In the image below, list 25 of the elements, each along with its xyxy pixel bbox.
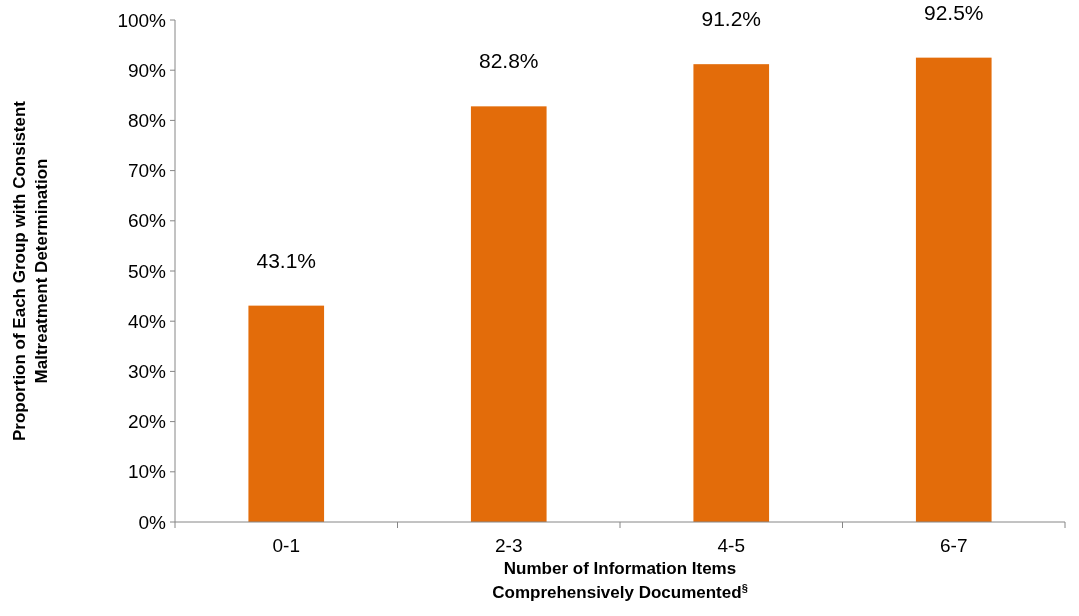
y-tick-label: 30% — [127, 361, 167, 383]
y-tick-label: 40% — [127, 310, 167, 332]
data-label: 43.1% — [256, 248, 317, 272]
y-tick-label: 0% — [138, 511, 167, 533]
y-tick-label: 90% — [127, 59, 167, 81]
bar — [693, 64, 770, 522]
x-axis-title: Number of Information Items Comprehensively Documented$^{§}$ — [492, 559, 748, 602]
y-tick-label: 80% — [127, 110, 167, 132]
x-tick-label: 2-3 — [495, 535, 523, 556]
data-label: 92.5% — [923, 0, 984, 24]
bar — [248, 305, 325, 522]
y-axis-title: Proportion of Each Group with Consistent Maltreatment Determination — [10, 100, 51, 441]
x-tick-label: 6-7 — [940, 535, 968, 556]
y-tick-label: 20% — [127, 411, 167, 433]
y-tick-label: 50% — [127, 260, 167, 282]
bar — [470, 106, 547, 522]
x-tick-label: 0-1 — [272, 535, 300, 556]
y-tick-label: 10% — [127, 461, 167, 483]
y-tick-label: 60% — [127, 210, 167, 232]
y-tick-label: 70% — [127, 160, 167, 182]
data-label: 91.2% — [701, 7, 762, 31]
y-tick-label: 100% — [117, 9, 167, 31]
x-tick-label: 4-5 — [717, 535, 745, 556]
data-label: 82.8% — [478, 49, 539, 73]
bar — [915, 57, 992, 522]
